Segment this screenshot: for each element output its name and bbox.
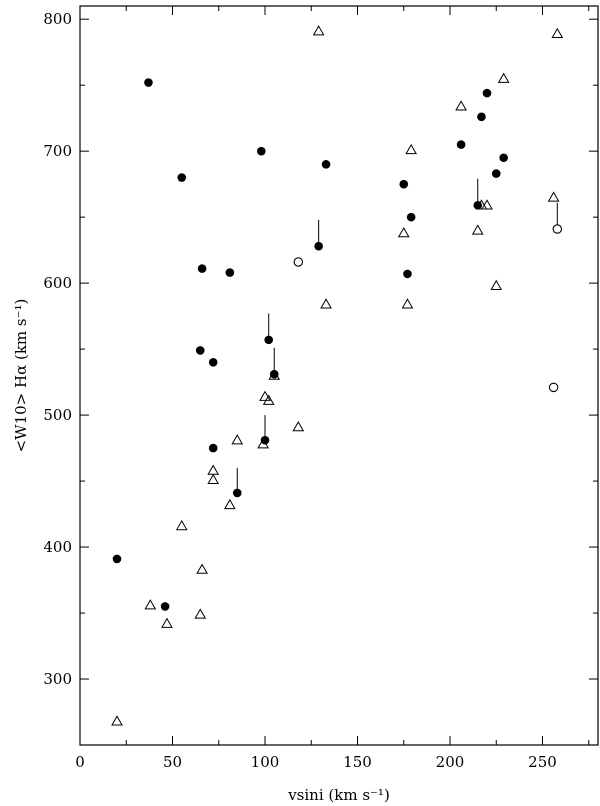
plot-frame — [79, 5, 599, 746]
open-triangle-point — [257, 438, 270, 449]
open-triangle-point — [292, 420, 305, 432]
filled-circle-point — [195, 346, 205, 355]
filled-circle-point — [406, 212, 416, 222]
connector-lines — [236, 178, 558, 493]
plot-border — [79, 5, 599, 746]
filled-circle-point — [499, 153, 508, 163]
open-triangle-point — [194, 608, 207, 619]
x-tick-label: 150 — [343, 753, 372, 771]
x-tick-label: 0 — [75, 753, 85, 771]
filled-circle-point — [208, 443, 218, 453]
open-triangle-point — [401, 298, 414, 309]
filled-circle-point — [225, 268, 235, 277]
open-triangle-point — [497, 72, 510, 83]
filled-circle-point — [112, 554, 122, 564]
open-triangle-point — [397, 226, 410, 238]
open-triangle-point — [490, 279, 503, 291]
open-triangle-point — [231, 434, 244, 445]
filled-circle-point — [403, 269, 412, 279]
open-triangle-point — [471, 224, 484, 235]
y-tick-label: 500 — [43, 406, 72, 424]
open-triangle-point — [223, 498, 236, 510]
filled-circle-point — [477, 112, 486, 122]
x-axis-label: vsini (km s⁻¹) — [287, 786, 390, 804]
filled-circle-point — [208, 358, 218, 367]
y-axis-label: <W10> Hα (km s⁻¹) — [12, 299, 30, 453]
filled-circle-point — [314, 241, 323, 251]
filled-circle-point — [321, 160, 331, 169]
y-tick-label: 600 — [43, 274, 72, 292]
open-triangle-point — [207, 464, 220, 475]
open-triangle-point — [111, 715, 123, 726]
open-circle-point — [548, 382, 559, 393]
open-triangle-point — [175, 519, 188, 531]
open-triangle-point — [161, 617, 173, 628]
open-triangle-point — [320, 298, 332, 309]
filled-circle-point — [269, 369, 279, 379]
open-triangle-point — [268, 369, 281, 380]
data-markers — [111, 25, 564, 726]
y-tick-label: 800 — [43, 10, 72, 28]
open-triangle-point — [547, 191, 560, 202]
x-tick-label: 200 — [436, 753, 465, 771]
x-tick-label: 250 — [528, 753, 557, 771]
filled-circle-point — [197, 264, 207, 273]
filled-circle-point — [264, 335, 274, 345]
open-circle-point — [552, 224, 563, 234]
filled-circle-point — [144, 78, 153, 87]
y-tick-label: 700 — [43, 142, 72, 160]
axis-tick-labels: 0 50 100 150 200 250 300 400 500 600 700 800 — [43, 10, 556, 771]
open-triangle-point — [551, 27, 564, 38]
filled-circle-point — [399, 179, 409, 189]
filled-circle-point — [232, 488, 242, 498]
filled-circle-point — [160, 602, 170, 611]
filled-circle-point — [257, 146, 266, 156]
x-tick-label: 100 — [251, 753, 280, 771]
filled-circle-point — [177, 173, 187, 182]
open-triangle-point — [144, 599, 157, 610]
open-triangle-point — [207, 473, 220, 485]
open-triangle-point — [262, 394, 275, 405]
open-triangle-point — [312, 25, 325, 36]
filled-circle-point — [482, 88, 492, 98]
filled-circle-point — [491, 169, 501, 178]
open-triangle-point — [405, 143, 418, 155]
open-triangle-point — [455, 100, 467, 111]
axis-ticks — [79, 6, 598, 746]
filled-circle-point — [260, 435, 270, 445]
open-triangle-point — [196, 563, 208, 574]
open-circle-point — [293, 257, 304, 267]
open-triangle-point — [481, 199, 493, 210]
y-tick-label: 400 — [43, 538, 72, 556]
x-tick-label: 50 — [163, 753, 182, 771]
y-tick-label: 300 — [43, 670, 72, 688]
open-triangle-point — [259, 390, 271, 401]
filled-circle-point — [456, 140, 466, 149]
